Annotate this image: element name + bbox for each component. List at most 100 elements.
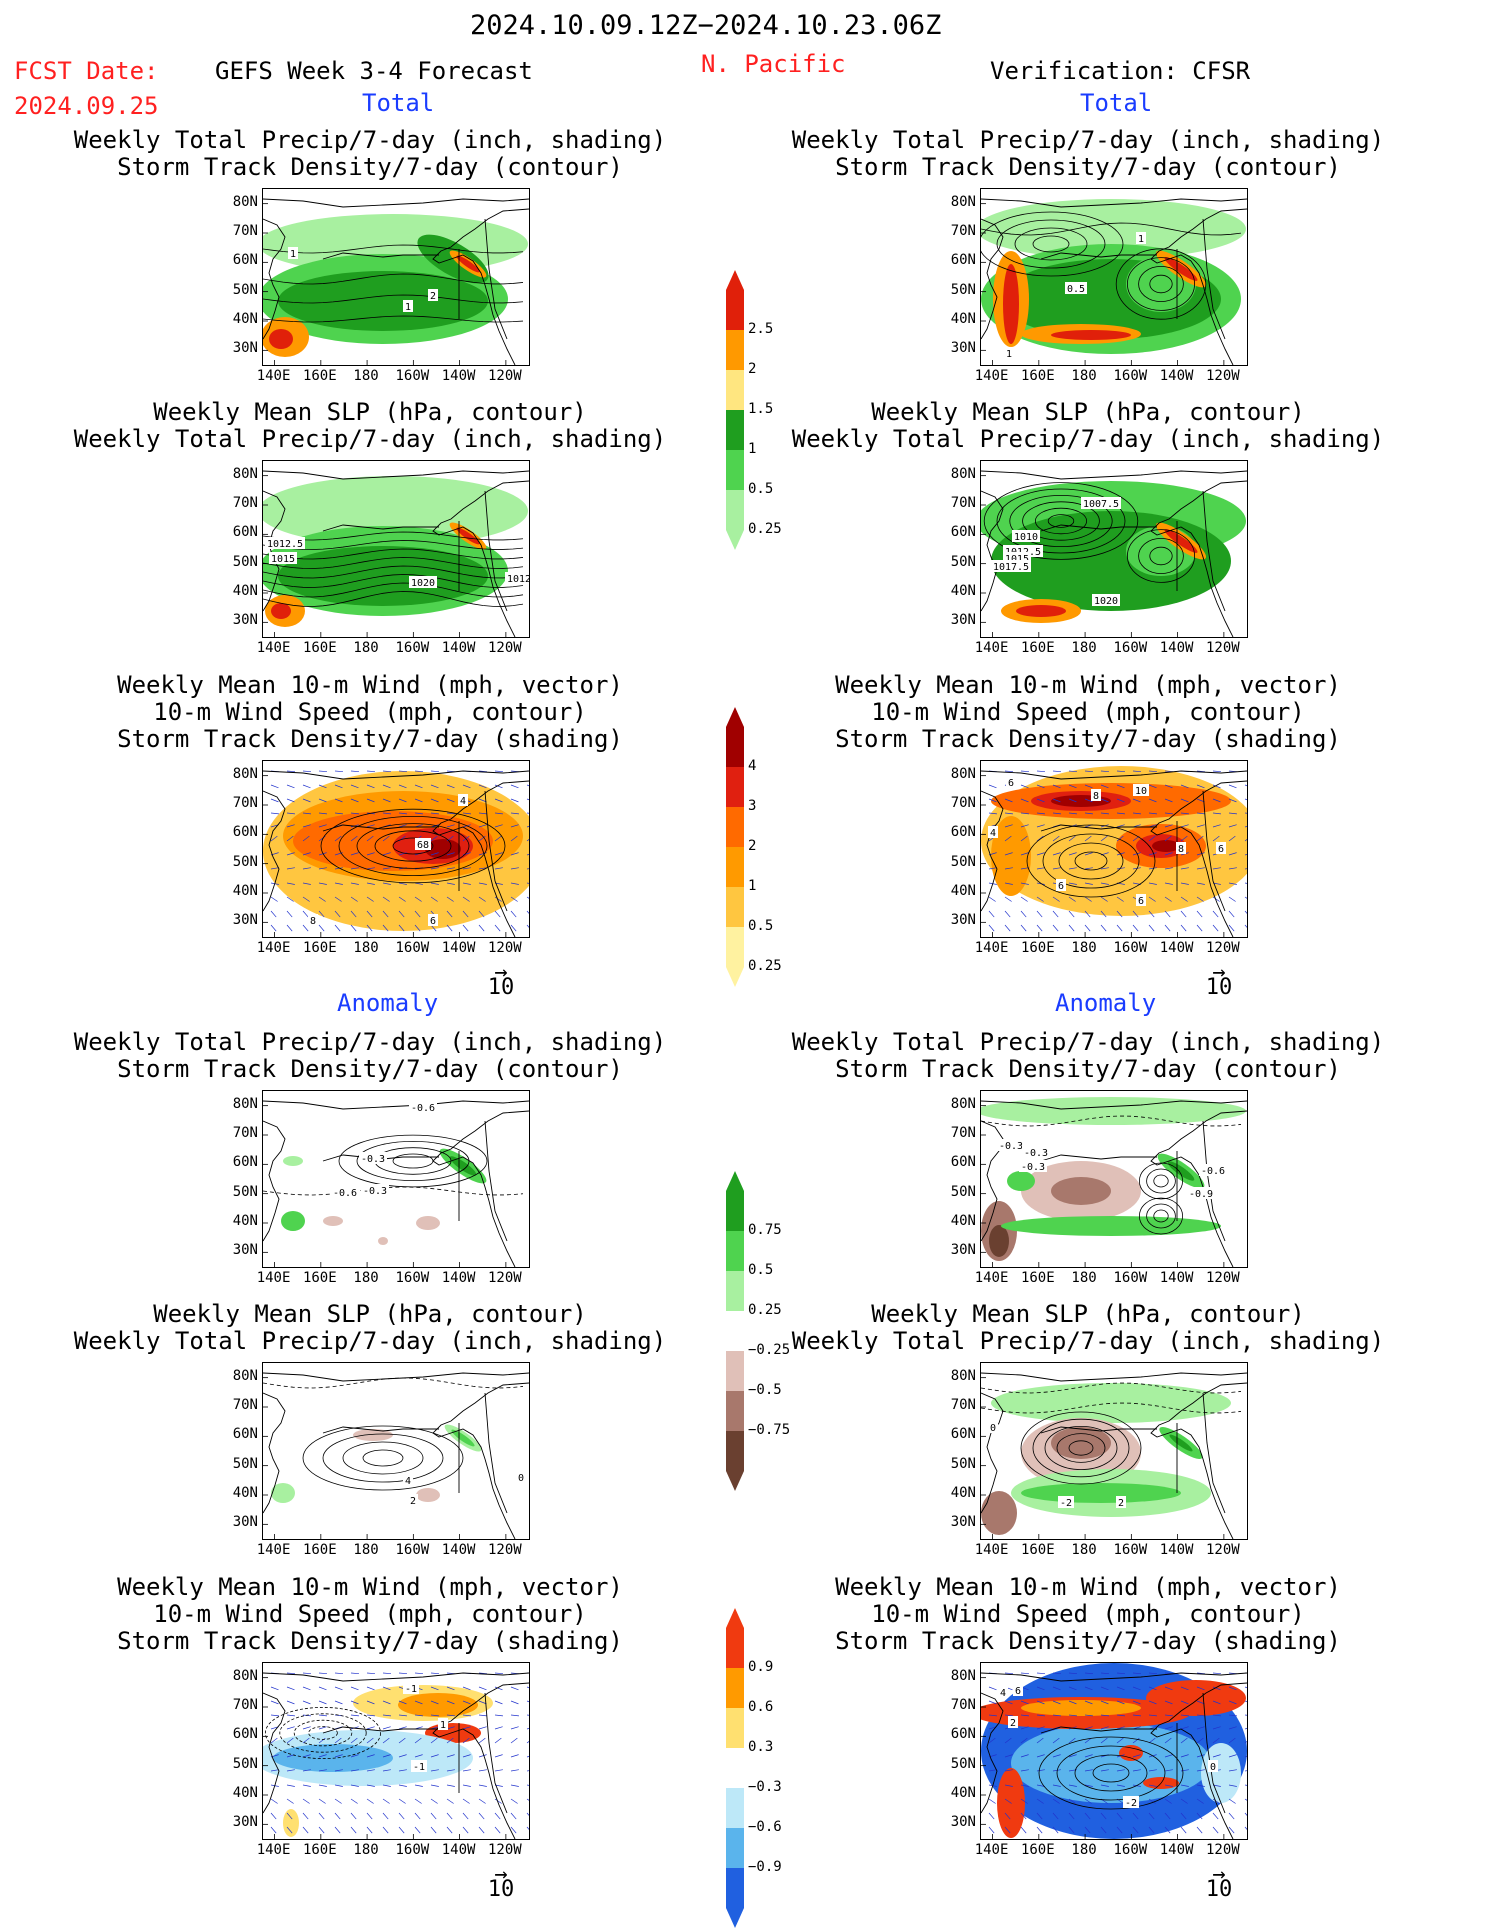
- contour-label: -2: [1125, 1798, 1137, 1809]
- latitude-label: 30N: [950, 1814, 976, 1831]
- longitude-label: 120W: [488, 1270, 522, 1286]
- colorbar-segment: [726, 1431, 744, 1471]
- colorbar-segment: [726, 1231, 744, 1271]
- colorbar-segment: [726, 450, 744, 490]
- colorbar-segment: [726, 1191, 744, 1231]
- contour-label: 6: [1218, 844, 1224, 855]
- colorbar-label: −0.9: [748, 1859, 782, 1875]
- colorbar-label: 0.3: [748, 1739, 774, 1755]
- latitude-label: 40N: [950, 1213, 976, 1229]
- latitude-label: 30N: [232, 1514, 258, 1531]
- contour-label: -0.6: [411, 1103, 435, 1114]
- latitude-label: 50N: [232, 1755, 258, 1772]
- latitude-label: 50N: [950, 1455, 976, 1472]
- colorbar-label: 0.75: [748, 1222, 782, 1238]
- map-precip-storm-forecast: 1 1 2: [262, 188, 530, 366]
- latitude-label: 40N: [950, 1485, 976, 1501]
- longitude-label: 180: [1071, 368, 1097, 384]
- latitude-label: 30N: [950, 912, 976, 929]
- colorbar-segment: [726, 1471, 744, 1491]
- longitude-label: 160E: [1020, 1542, 1055, 1558]
- contour-label: 1015: [1005, 554, 1029, 565]
- latitude-label: 50N: [950, 1183, 976, 1200]
- contour-label: 6: [1058, 881, 1064, 892]
- longitude-label: 140W: [1159, 940, 1194, 956]
- longitude-label: 160E: [1020, 940, 1055, 956]
- latitude-label: 80N: [232, 1367, 258, 1384]
- panel-title: Weekly Mean 10-m Wind (mph, vector) 10-m …: [117, 671, 623, 753]
- latitude-label: 60N: [232, 1426, 258, 1443]
- colorbar-segment: [726, 1391, 744, 1431]
- longitude-label: 120W: [1206, 1542, 1240, 1558]
- panel-title: Weekly Mean 10-m Wind (mph, vector) 10-m …: [835, 1573, 1341, 1655]
- longitude-label: 120W: [1206, 1270, 1240, 1286]
- latitude-label: 70N: [232, 495, 258, 511]
- contour-label: 2: [1010, 1718, 1016, 1729]
- latitude-label: 60N: [232, 1154, 258, 1171]
- latitude-label: 60N: [950, 1154, 976, 1171]
- contour-label: 4: [460, 796, 466, 807]
- latitude-label: 50N: [950, 281, 976, 298]
- panel-title: Weekly Mean SLP (hPa, contour) Weekly Tot…: [791, 1300, 1385, 1355]
- panel-title: Weekly Mean 10-m Wind (mph, vector) 10-m …: [117, 1573, 623, 1655]
- latitude-label: 80N: [950, 1095, 976, 1112]
- contour-label: 4: [1000, 1688, 1006, 1699]
- map-precip-storm-anomaly-verification: -0.3 -0.3 -0.3 -0.6 -0.9: [980, 1090, 1248, 1268]
- colorbar-label: 2.5: [748, 321, 774, 337]
- longitude-label: 160W: [1113, 1842, 1148, 1858]
- latitude-label: 30N: [232, 1814, 258, 1831]
- panel-title: Weekly Mean SLP (hPa, contour) Weekly Tot…: [73, 1300, 667, 1355]
- contour-label: 8: [310, 916, 316, 927]
- latitude-label: 50N: [232, 1455, 258, 1472]
- colorbar-label: 0.5: [748, 918, 774, 934]
- longitude-label: 140E: [256, 940, 291, 956]
- map-wind-storm-anomaly-forecast: -1 -1 1: [262, 1662, 530, 1840]
- contour-label: 0: [518, 1473, 524, 1484]
- longitude-label: 140E: [974, 1270, 1009, 1286]
- panel-title: Weekly Mean 10-m Wind (mph, vector) 10-m …: [835, 671, 1341, 753]
- colorbar-segment: [726, 1271, 744, 1311]
- longitude-label: 160W: [1113, 1542, 1148, 1558]
- contour-label: -2: [1060, 1498, 1072, 1509]
- map-slp-precip-anomaly-verification: 0 2 -2: [980, 1362, 1248, 1540]
- longitude-label: 160E: [302, 1270, 337, 1286]
- longitude-label: 160E: [1020, 1270, 1055, 1286]
- longitude-label: 160E: [1020, 368, 1055, 384]
- colorbar-segment: [726, 370, 744, 410]
- colorbar-segment: [726, 1608, 744, 1628]
- colorbar-label: 0.25: [748, 1302, 782, 1318]
- map-precip-storm-anomaly-forecast: -0.6 -0.3 -0.6 -0.3: [262, 1090, 530, 1268]
- colorbar-segment: [726, 927, 744, 967]
- longitude-label: 140W: [441, 640, 476, 656]
- colorbar-label: −0.25: [748, 1342, 791, 1358]
- contour-label: 1: [405, 302, 411, 313]
- longitude-label: 160W: [395, 1270, 430, 1286]
- longitude-label: 120W: [488, 368, 522, 384]
- latitude-label: 30N: [950, 340, 976, 357]
- latitude-label: 60N: [232, 1726, 258, 1743]
- colorbar-segment: [726, 490, 744, 530]
- colorbar-segment: [726, 1351, 744, 1391]
- longitude-label: 140E: [256, 1842, 291, 1858]
- colorbar-label: 0.6: [748, 1699, 774, 1715]
- longitude-label: 120W: [488, 940, 522, 956]
- latitude-label: 70N: [950, 1697, 976, 1713]
- panel-title: Weekly Total Precip/7-day (inch, shading…: [791, 126, 1385, 181]
- longitude-label: 160W: [395, 1542, 430, 1558]
- longitude-label: 180: [353, 1542, 379, 1558]
- latitude-label: 70N: [232, 1397, 258, 1413]
- contour-label: 1012.5: [267, 539, 303, 550]
- colorbar-segment: [726, 707, 744, 727]
- longitude-label: 140W: [1159, 1270, 1194, 1286]
- map-slp-precip-forecast: 1012.5 1015 1020 1012: [262, 460, 530, 638]
- contour-label: 8: [1178, 844, 1184, 855]
- colorbar-segment: [726, 290, 744, 330]
- longitude-label: 140E: [974, 940, 1009, 956]
- colorbar-label: 1.5: [748, 401, 774, 417]
- colorbar-label: 0.5: [748, 1262, 774, 1278]
- colorbar-segment: [726, 530, 744, 550]
- colorbar-label: 2: [748, 361, 757, 377]
- latitude-label: 70N: [950, 223, 976, 239]
- contour-label: 0: [990, 1423, 996, 1434]
